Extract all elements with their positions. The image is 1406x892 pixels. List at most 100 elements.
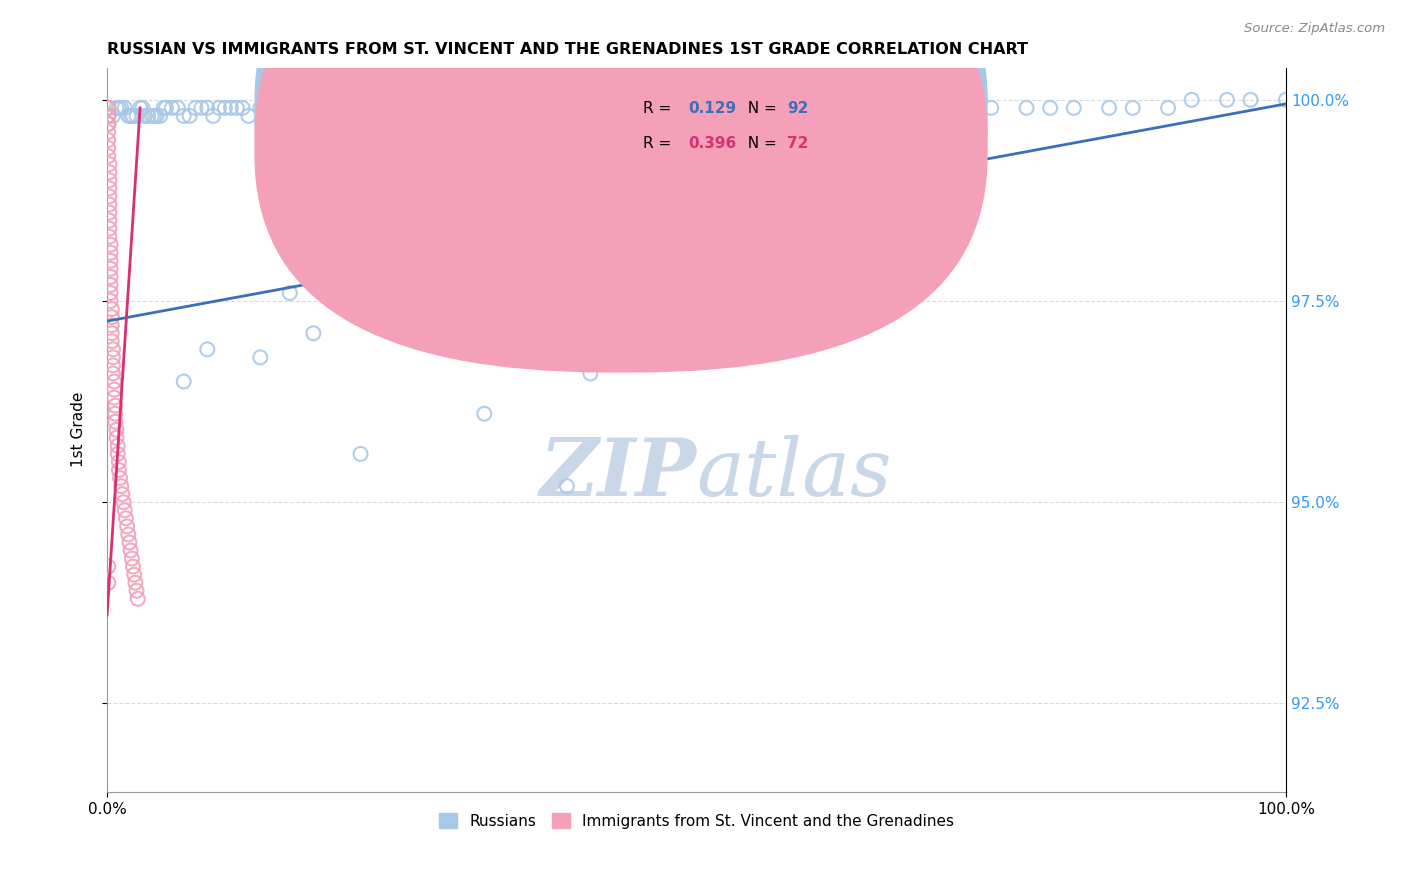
Text: R =: R = — [644, 102, 676, 117]
Point — [278, 285, 301, 300]
Point — [105, 423, 128, 437]
Point — [120, 543, 142, 558]
Point — [100, 293, 122, 308]
Point — [284, 101, 307, 115]
Point — [98, 213, 121, 227]
Point — [232, 101, 254, 115]
Point — [108, 455, 131, 469]
Point — [104, 407, 127, 421]
Point — [107, 439, 129, 453]
Point — [97, 109, 120, 123]
Point — [152, 101, 174, 115]
Point — [945, 101, 967, 115]
Point — [1239, 93, 1261, 107]
Point — [343, 101, 366, 115]
Point — [98, 205, 121, 219]
Point — [591, 101, 613, 115]
Point — [415, 101, 437, 115]
Point — [356, 101, 378, 115]
Point — [141, 109, 163, 123]
Text: RUSSIAN VS IMMIGRANTS FROM ST. VINCENT AND THE GRENADINES 1ST GRADE CORRELATION : RUSSIAN VS IMMIGRANTS FROM ST. VINCENT A… — [107, 42, 1028, 57]
Point — [273, 101, 295, 115]
Point — [472, 101, 495, 115]
Point — [332, 101, 354, 115]
Point — [426, 101, 449, 115]
Point — [110, 101, 132, 115]
Point — [249, 101, 271, 115]
Point — [155, 101, 177, 115]
Point — [103, 383, 125, 397]
Point — [101, 367, 124, 381]
FancyBboxPatch shape — [254, 0, 987, 373]
Point — [97, 109, 120, 123]
Point — [1275, 93, 1298, 107]
Point — [1039, 101, 1062, 115]
Point — [402, 101, 425, 115]
Point — [297, 101, 319, 115]
Text: 92: 92 — [787, 102, 808, 117]
Point — [1063, 101, 1085, 115]
Point — [105, 431, 128, 445]
Point — [97, 109, 120, 123]
Point — [117, 527, 139, 541]
Point — [100, 269, 122, 284]
Point — [219, 101, 242, 115]
Point — [744, 101, 766, 115]
Point — [98, 157, 121, 171]
Point — [450, 101, 472, 115]
Point — [124, 575, 146, 590]
Point — [145, 109, 167, 123]
Point — [173, 109, 195, 123]
Point — [326, 269, 349, 284]
Point — [101, 109, 124, 123]
Point — [496, 101, 519, 115]
Text: R =: R = — [644, 136, 676, 152]
Text: 0.129: 0.129 — [689, 102, 737, 117]
Point — [1122, 101, 1144, 115]
Point — [415, 310, 437, 325]
Point — [129, 101, 152, 115]
Text: 72: 72 — [787, 136, 808, 152]
FancyBboxPatch shape — [591, 82, 873, 173]
Text: N =: N = — [738, 102, 782, 117]
Point — [437, 101, 460, 115]
Point — [134, 109, 156, 123]
Point — [897, 101, 920, 115]
Point — [98, 181, 121, 195]
Point — [579, 367, 602, 381]
Point — [838, 101, 860, 115]
Point — [214, 101, 236, 115]
Point — [391, 101, 413, 115]
Text: atlas: atlas — [696, 434, 891, 512]
Point — [101, 318, 124, 333]
Point — [319, 101, 342, 115]
Point — [97, 149, 120, 163]
Point — [100, 253, 122, 268]
Point — [1098, 101, 1121, 115]
Point — [125, 109, 148, 123]
Point — [921, 101, 943, 115]
Point — [662, 101, 685, 115]
Point — [97, 133, 120, 147]
Point — [110, 479, 132, 493]
Point — [108, 463, 131, 477]
Point — [1216, 93, 1239, 107]
Point — [100, 261, 122, 276]
Point — [101, 302, 124, 317]
Point — [97, 117, 120, 131]
Point — [98, 221, 121, 235]
Point — [115, 511, 138, 525]
Point — [104, 399, 127, 413]
Point — [100, 245, 122, 260]
Point — [98, 229, 121, 244]
Legend: Russians, Immigrants from St. Vincent and the Grenadines: Russians, Immigrants from St. Vincent an… — [433, 807, 960, 835]
Point — [97, 575, 120, 590]
Point — [97, 101, 120, 115]
Point — [195, 343, 218, 357]
Point — [779, 101, 801, 115]
Point — [114, 503, 136, 517]
Point — [122, 567, 145, 582]
Point — [120, 109, 142, 123]
Text: 0.396: 0.396 — [689, 136, 737, 152]
Point — [195, 101, 218, 115]
